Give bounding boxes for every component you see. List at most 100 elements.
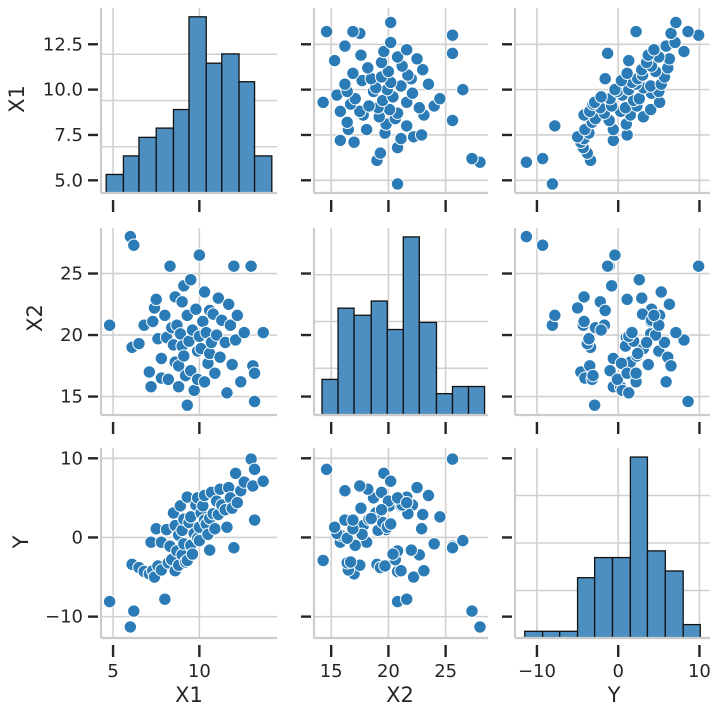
scatter-point: [180, 398, 194, 412]
panel-y-vs-x1: −10 0 10 5 10: [45, 448, 277, 682]
scatter-point: [662, 297, 677, 311]
scatter-point: [316, 553, 330, 568]
scatter-point: [535, 238, 550, 252]
scatter-point: [622, 386, 636, 400]
scatter-point: [354, 501, 368, 515]
histogram-bar: [418, 321, 438, 416]
scatter-point: [220, 386, 234, 400]
scatter-point: [404, 543, 419, 557]
panel-y-vs-y: −10 0 10: [502, 448, 711, 682]
scatter-point: [346, 24, 360, 39]
scatter-point: [659, 375, 673, 389]
scatter-point: [223, 318, 238, 332]
scatter-point: [197, 375, 212, 389]
histogram-bar: [221, 53, 240, 194]
scatter-point: [400, 119, 414, 133]
scatter-point: [227, 259, 241, 273]
scatter-point: [237, 325, 251, 340]
x-tick-label: 10: [188, 661, 211, 682]
x-tick-label: 0: [612, 661, 623, 682]
scatter-point: [620, 66, 634, 80]
scatter-point: [171, 380, 186, 394]
scatter-point: [657, 335, 672, 350]
scatter-point: [161, 372, 175, 387]
scatter-point: [230, 495, 245, 510]
histogram-bar: [337, 307, 355, 416]
scatter-point: [416, 507, 430, 522]
scatter-point: [203, 543, 217, 557]
row-axis-labels: X1 X2 Y: [5, 85, 47, 549]
scatter-point: [406, 570, 421, 584]
scatter-point: [381, 64, 396, 79]
histogram-bar: [386, 328, 404, 416]
scatter-point: [177, 349, 191, 363]
scatter-point: [664, 359, 678, 373]
scatter-point: [577, 290, 591, 304]
scatter-point: [347, 135, 361, 149]
scatter-point: [230, 308, 245, 323]
scatter-point: [417, 564, 431, 578]
scatter-point: [327, 53, 342, 68]
scatter-point: [629, 24, 643, 39]
scatter-point: [247, 366, 262, 380]
histogram-bar: [646, 550, 666, 639]
scatter-point: [353, 479, 367, 493]
scatter-point: [228, 333, 243, 347]
scatter-point: [647, 43, 661, 57]
scatter-point: [545, 177, 560, 191]
histogram-bar: [451, 385, 470, 416]
scatter-point: [132, 336, 146, 351]
histogram-bar: [576, 577, 596, 639]
histogram-bar: [138, 136, 157, 194]
scatter-point: [146, 314, 160, 329]
scatter-point: [669, 325, 683, 340]
scatter-point: [221, 297, 236, 311]
scatter-point: [647, 308, 661, 323]
scatter-point: [614, 356, 629, 371]
panel-y-vs-x2: 15 20 25: [301, 448, 488, 682]
scatter-point: [338, 39, 352, 53]
histogram-bar: [593, 556, 614, 639]
scatter-point: [405, 86, 420, 100]
scatter-point: [227, 541, 241, 555]
scatter-point: [319, 462, 334, 477]
scatter-point: [414, 128, 429, 142]
scatter-point: [127, 604, 141, 618]
scatter-point: [184, 272, 198, 287]
scatter-point: [620, 292, 634, 307]
scatter-point: [664, 26, 678, 41]
panel-x1-vs-y: [502, 8, 710, 212]
scatter-point: [333, 133, 348, 148]
scatter-point: [102, 594, 117, 609]
scatter-point: [228, 466, 243, 481]
scatter-point: [340, 115, 354, 129]
scatter-point: [390, 177, 405, 191]
scatter-point: [327, 520, 342, 534]
y-tick-label: 5.0: [54, 170, 83, 191]
y-tick-label: 12.5: [43, 34, 83, 55]
scatter-point: [189, 302, 203, 316]
scatter-point: [414, 522, 429, 536]
scatter-point: [192, 248, 207, 262]
y-tick-label: 10.0: [43, 80, 83, 101]
col-label-x1: X1: [175, 683, 203, 707]
scatter-point: [154, 351, 169, 366]
scatter-point: [394, 564, 408, 578]
scatter-point: [681, 24, 695, 39]
scatter-point: [594, 323, 608, 337]
scatter-point: [209, 328, 224, 342]
scatter-point: [600, 46, 615, 61]
scatter-point: [211, 291, 226, 305]
scatter-point: [433, 91, 447, 106]
scatter-point: [641, 357, 655, 372]
histogram-bar: [629, 456, 649, 639]
scatter-point: [185, 547, 200, 561]
scatter-point: [608, 248, 622, 262]
scatter-point: [456, 533, 470, 548]
scatter-point: [548, 119, 562, 133]
histogram-bar: [172, 108, 190, 194]
scatter-point: [587, 398, 602, 412]
scatter-point: [144, 380, 158, 394]
scatter-point: [383, 474, 398, 488]
scatter-point: [594, 90, 608, 104]
